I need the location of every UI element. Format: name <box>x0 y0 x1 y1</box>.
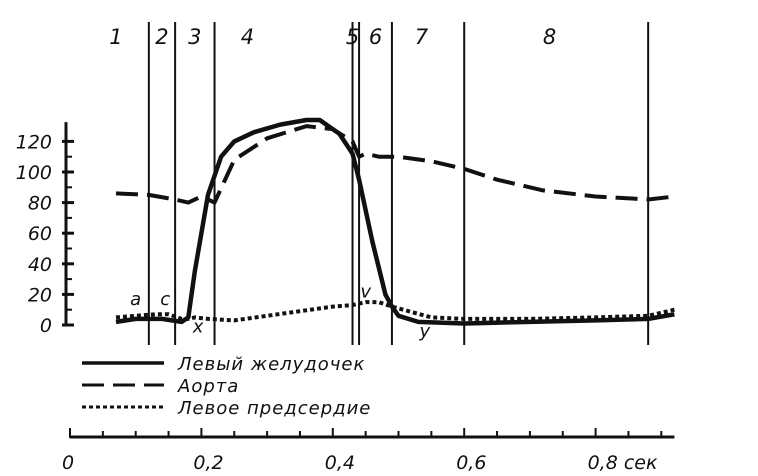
legend-label: Левый желудочек <box>177 354 365 375</box>
y-tick-label: 60 <box>28 223 52 245</box>
y-tick-label: 40 <box>28 254 52 276</box>
curve-annotation: v <box>360 281 371 302</box>
phase-label: 4 <box>241 25 254 49</box>
series-line <box>115 124 675 205</box>
y-tick-label: 100 <box>16 162 52 184</box>
phase-label: 8 <box>543 25 556 49</box>
x-tick-label: 0 <box>62 452 74 474</box>
x-axis: 0 0,2 0,4 0,6 0,8 сек <box>62 428 675 474</box>
series-lines <box>115 117 675 326</box>
y-tick-label: 80 <box>28 193 52 215</box>
phase-label: 3 <box>188 25 201 49</box>
phase-label: 7 <box>415 25 429 49</box>
phase-label: 2 <box>155 25 168 49</box>
legend-label: Аорта <box>177 376 239 397</box>
series-line <box>115 300 675 323</box>
x-tick-label: 0,4 <box>325 452 355 474</box>
y-tick-label: 120 <box>16 131 52 153</box>
y-axis: 0 20 40 60 80 100 120 <box>16 122 74 337</box>
phase-label: 5 <box>346 25 359 49</box>
x-tick-label: 0,2 <box>193 452 223 474</box>
phase-boundaries <box>147 22 650 345</box>
curve-annotation: c <box>160 289 170 310</box>
curve-annotation: y <box>418 321 430 342</box>
curve-annotations: a c x v y <box>130 281 430 342</box>
phase-label: 1 <box>109 25 122 49</box>
phase-label: 6 <box>369 25 382 49</box>
y-tick-label: 20 <box>28 284 52 306</box>
x-tick-label: 0,6 <box>456 452 486 474</box>
x-tick-label: 0,8 сек <box>588 452 658 474</box>
curve-annotation: a <box>130 289 141 310</box>
series-line <box>115 117 675 326</box>
curve-annotation: x <box>192 317 204 338</box>
y-tick-label: 0 <box>40 315 52 337</box>
legend-label: Левое предсердие <box>177 398 371 419</box>
